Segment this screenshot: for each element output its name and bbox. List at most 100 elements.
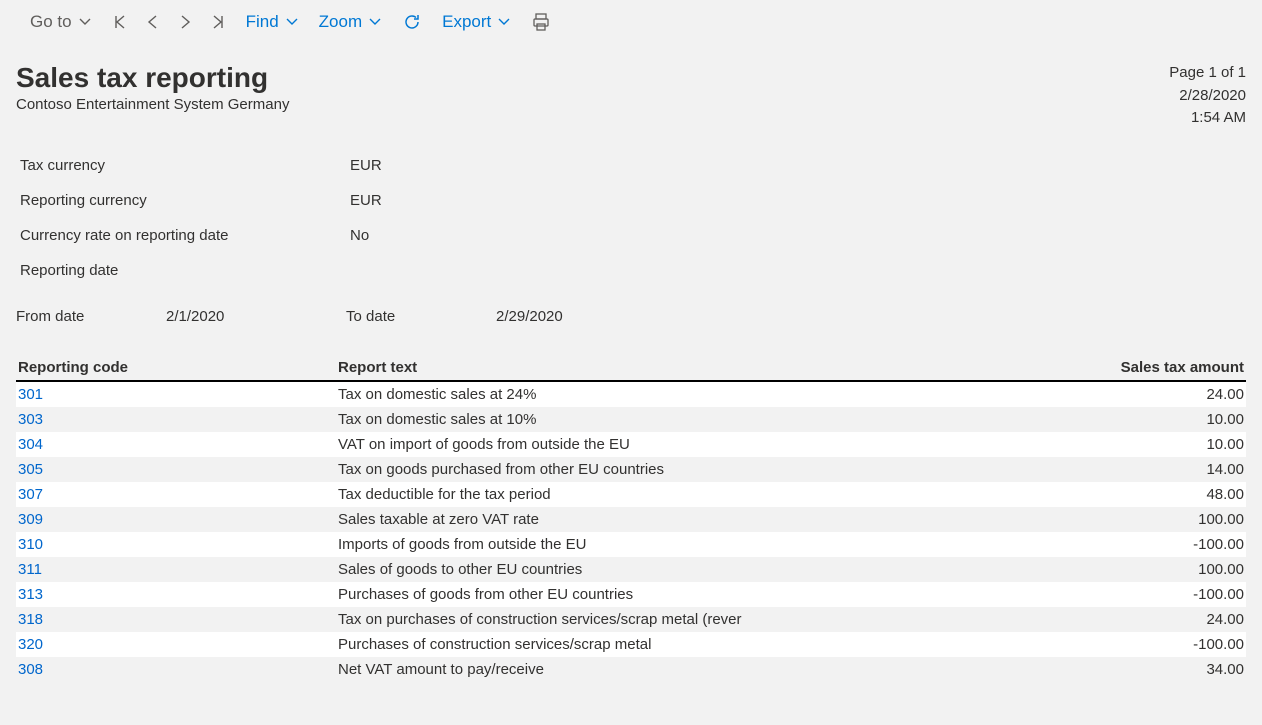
- amount-cell: 14.00: [1066, 457, 1246, 482]
- reporting-code-cell: 309: [16, 507, 336, 532]
- info-block: Tax currency EUR Reporting currency EUR …: [16, 148, 1246, 288]
- prev-page-icon[interactable]: [146, 15, 160, 29]
- last-page-icon[interactable]: [210, 14, 226, 30]
- reporting-code-cell: 301: [16, 381, 336, 407]
- zoom-label: Zoom: [319, 12, 362, 32]
- reporting-code-cell: 313: [16, 582, 336, 607]
- export-label: Export: [442, 12, 491, 32]
- col-header-amount: Sales tax amount: [1066, 355, 1246, 381]
- report-time: 1:54 AM: [1169, 107, 1246, 130]
- table-row: 313 Purchases of goods from other EU coun…: [16, 582, 1246, 607]
- reporting-code-cell: 308: [16, 657, 336, 682]
- print-button[interactable]: [531, 12, 551, 32]
- table-row: 304VAT on import of goods from outside t…: [16, 432, 1246, 457]
- date-range: From date 2/1/2020 To date 2/29/2020: [16, 288, 1246, 335]
- chevron-down-icon: [497, 15, 511, 29]
- reporting-code-link[interactable]: 303: [18, 411, 43, 428]
- print-icon: [531, 12, 551, 32]
- to-date-value: 2/29/2020: [496, 308, 636, 325]
- reporting-currency-value: EUR: [350, 192, 382, 209]
- report-text-cell: Sales of goods to other EU countries: [336, 557, 1066, 582]
- report-header: Sales tax reporting Contoso Entertainmen…: [16, 44, 1246, 134]
- report-text-cell: Tax on domestic sales at 10%: [336, 407, 1066, 432]
- reporting-code-link[interactable]: 311: [18, 561, 42, 578]
- reporting-code-cell: 307: [16, 482, 336, 507]
- currency-rate-value: No: [350, 227, 369, 244]
- report-text-cell: Purchases of goods from other EU countri…: [336, 582, 1066, 607]
- report-text-cell: Tax on purchases of construction service…: [336, 607, 1066, 632]
- reporting-currency-label: Reporting currency: [20, 192, 320, 209]
- table-row: 307 Tax deductible for the tax period48.0…: [16, 482, 1246, 507]
- report-text-cell: Purchases of construction services/scrap…: [336, 632, 1066, 657]
- reporting-code-link[interactable]: 304: [18, 436, 43, 453]
- amount-cell: 100.00: [1066, 507, 1246, 532]
- amount-cell: 10.00: [1066, 407, 1246, 432]
- to-date-label: To date: [346, 308, 456, 325]
- chevron-down-icon: [78, 15, 92, 29]
- from-date-label: From date: [16, 308, 126, 325]
- table-row: 301 Tax on domestic sales at 24%24.00: [16, 381, 1246, 407]
- col-header-code: Reporting code: [16, 355, 336, 381]
- reporting-code-link[interactable]: 313: [18, 586, 43, 603]
- report-body: Sales tax reporting Contoso Entertainmen…: [0, 44, 1262, 712]
- from-date-value: 2/1/2020: [166, 308, 306, 325]
- report-toolbar: Go to Find Zoom Export: [0, 0, 1262, 44]
- table-row: 308 Net VAT amount to pay/receive34.00: [16, 657, 1246, 682]
- report-text-cell: Tax on goods purchased from other EU cou…: [336, 457, 1066, 482]
- next-page-icon[interactable]: [178, 15, 192, 29]
- find-label: Find: [246, 12, 279, 32]
- col-header-text: Report text: [336, 355, 1066, 381]
- report-text-cell: Tax deductible for the tax period: [336, 482, 1066, 507]
- amount-cell: 34.00: [1066, 657, 1246, 682]
- amount-cell: -100.00: [1066, 532, 1246, 557]
- report-text-cell: Imports of goods from outside the EU: [336, 532, 1066, 557]
- reporting-code-link[interactable]: 308: [18, 661, 43, 678]
- reporting-date-label: Reporting date: [20, 262, 320, 279]
- table-row: 311 Sales of goods to other EU countries1…: [16, 557, 1246, 582]
- page-nav-group: [112, 14, 226, 30]
- currency-rate-label: Currency rate on reporting date: [20, 227, 320, 244]
- report-date: 2/28/2020: [1169, 85, 1246, 108]
- reporting-code-cell: 305: [16, 457, 336, 482]
- find-button[interactable]: Find: [246, 12, 299, 32]
- reporting-code-link[interactable]: 301: [18, 386, 43, 403]
- amount-cell: 10.00: [1066, 432, 1246, 457]
- tax-currency-label: Tax currency: [20, 157, 320, 174]
- report-table: Reporting code Report text Sales tax amo…: [16, 355, 1246, 682]
- reporting-code-cell: 303: [16, 407, 336, 432]
- reporting-code-link[interactable]: 318: [18, 611, 43, 628]
- report-text-cell: Tax on domestic sales at 24%: [336, 381, 1066, 407]
- zoom-button[interactable]: Zoom: [319, 12, 382, 32]
- goto-label: Go to: [30, 12, 72, 32]
- amount-cell: 100.00: [1066, 557, 1246, 582]
- amount-cell: 48.00: [1066, 482, 1246, 507]
- table-row: 309 Sales taxable at zero VAT rate100.00: [16, 507, 1246, 532]
- page-info: Page 1 of 1: [1169, 62, 1246, 85]
- reporting-code-cell: 320: [16, 632, 336, 657]
- reporting-code-cell: 318: [16, 607, 336, 632]
- table-row: 318 Tax on purchases of construction serv…: [16, 607, 1246, 632]
- reporting-code-link[interactable]: 309: [18, 511, 43, 528]
- reporting-code-link[interactable]: 320: [18, 636, 43, 653]
- amount-cell: 24.00: [1066, 381, 1246, 407]
- chevron-down-icon: [285, 15, 299, 29]
- report-meta: Page 1 of 1 2/28/2020 1:54 AM: [1169, 62, 1246, 130]
- refresh-button[interactable]: [402, 12, 422, 32]
- reporting-code-link[interactable]: 310: [18, 536, 43, 553]
- reporting-code-cell: 310: [16, 532, 336, 557]
- goto-button[interactable]: Go to: [30, 12, 92, 32]
- tax-currency-value: EUR: [350, 157, 382, 174]
- first-page-icon[interactable]: [112, 14, 128, 30]
- reporting-code-cell: 304: [16, 432, 336, 457]
- table-row: 320 Purchases of construction services/sc…: [16, 632, 1246, 657]
- report-text-cell: Net VAT amount to pay/receive: [336, 657, 1066, 682]
- export-button[interactable]: Export: [442, 12, 511, 32]
- table-row: 303 Tax on domestic sales at 10%10.00: [16, 407, 1246, 432]
- report-text-cell: Sales taxable at zero VAT rate: [336, 507, 1066, 532]
- reporting-code-link[interactable]: 305: [18, 461, 43, 478]
- chevron-down-icon: [368, 15, 382, 29]
- reporting-code-cell: 311: [16, 557, 336, 582]
- report-title: Sales tax reporting: [16, 62, 289, 94]
- reporting-code-link[interactable]: 307: [18, 486, 43, 503]
- table-row: 310 Imports of goods from outside the EU-…: [16, 532, 1246, 557]
